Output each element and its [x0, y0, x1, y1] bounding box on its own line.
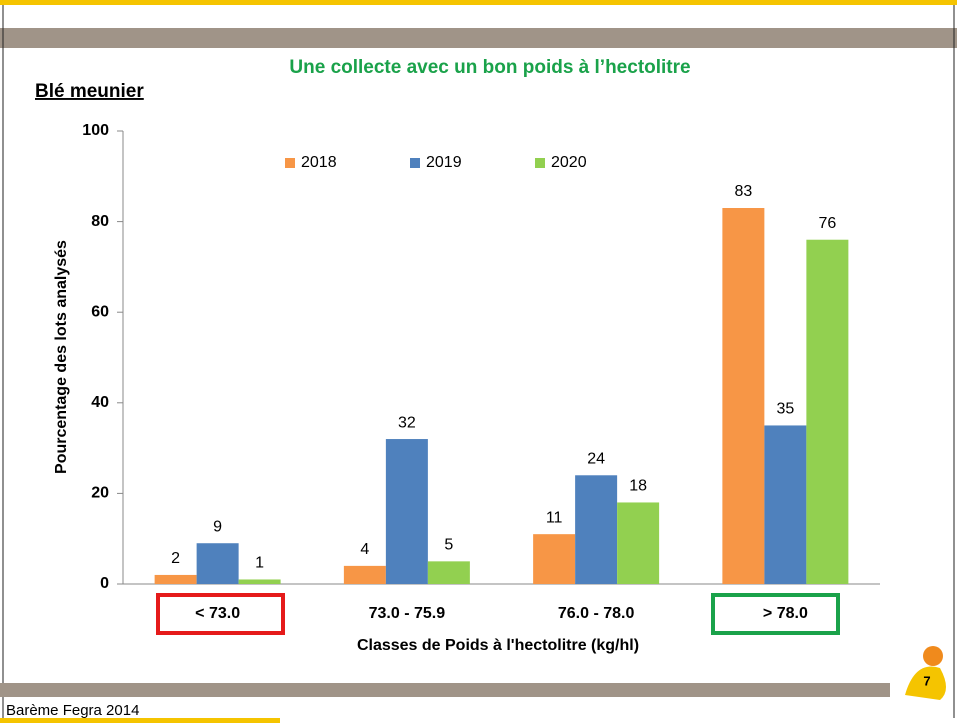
- bottom-stripe: [0, 718, 280, 723]
- data-label: 24: [587, 450, 605, 467]
- slide-heading: Une collecte avec un bon poids à l’hecto…: [289, 57, 690, 78]
- x-tick-label: < 73.0: [195, 605, 240, 622]
- bar: [617, 502, 660, 584]
- bar: [533, 534, 576, 584]
- highlight-box-red: [156, 593, 285, 635]
- data-label: 35: [776, 401, 794, 418]
- data-label: 5: [444, 537, 453, 554]
- y-tick-label: 0: [100, 575, 109, 592]
- logo-dot: [923, 646, 943, 666]
- legend-swatch: [285, 158, 295, 168]
- x-tick-label: > 78.0: [763, 605, 808, 622]
- bar: [154, 574, 197, 584]
- legend-label: 2019: [426, 154, 462, 171]
- footer-band: [0, 683, 890, 697]
- y-tick-label: 20: [91, 485, 109, 502]
- y-axis-label: Pourcentage des lots analysés: [53, 240, 70, 474]
- bar: [806, 239, 849, 584]
- data-label: 18: [629, 478, 647, 495]
- data-label: 32: [398, 414, 416, 431]
- bar: [427, 561, 470, 584]
- legend-label: 2018: [301, 154, 337, 171]
- legend-swatch: [535, 158, 545, 168]
- data-label: 2: [171, 550, 180, 567]
- logo-shape: [905, 666, 946, 700]
- bar: [764, 425, 807, 584]
- bar: [196, 543, 239, 584]
- top-stripe: [0, 0, 957, 5]
- bar: [385, 439, 428, 584]
- x-axis-label: Classes de Poids à l'hectolitre (kg/hl): [357, 637, 639, 654]
- header-band: [0, 28, 957, 48]
- bar: [575, 475, 618, 584]
- y-tick-label: 40: [91, 394, 109, 411]
- legend-swatch: [410, 158, 420, 168]
- data-label: 9: [213, 518, 222, 535]
- data-label: 11: [546, 509, 563, 526]
- y-tick-label: 60: [91, 303, 109, 320]
- highlight-box-green: [711, 593, 840, 635]
- x-tick-label: 76.0 - 78.0: [558, 605, 635, 622]
- data-label: 4: [360, 541, 369, 558]
- data-label: 83: [734, 183, 752, 200]
- footer-text: Barème Fegra 2014: [6, 702, 139, 719]
- data-label: 76: [818, 215, 836, 232]
- legend-label: 2020: [551, 154, 587, 171]
- section-title: Blé meunier: [35, 81, 144, 102]
- y-tick-label: 100: [82, 122, 109, 139]
- bar: [722, 208, 765, 584]
- bar: [238, 579, 281, 584]
- page-number: 7: [923, 673, 930, 688]
- bar: [343, 565, 386, 584]
- x-tick-label: 73.0 - 75.9: [369, 605, 446, 622]
- y-tick-label: 80: [91, 213, 109, 230]
- data-label: 1: [255, 555, 264, 572]
